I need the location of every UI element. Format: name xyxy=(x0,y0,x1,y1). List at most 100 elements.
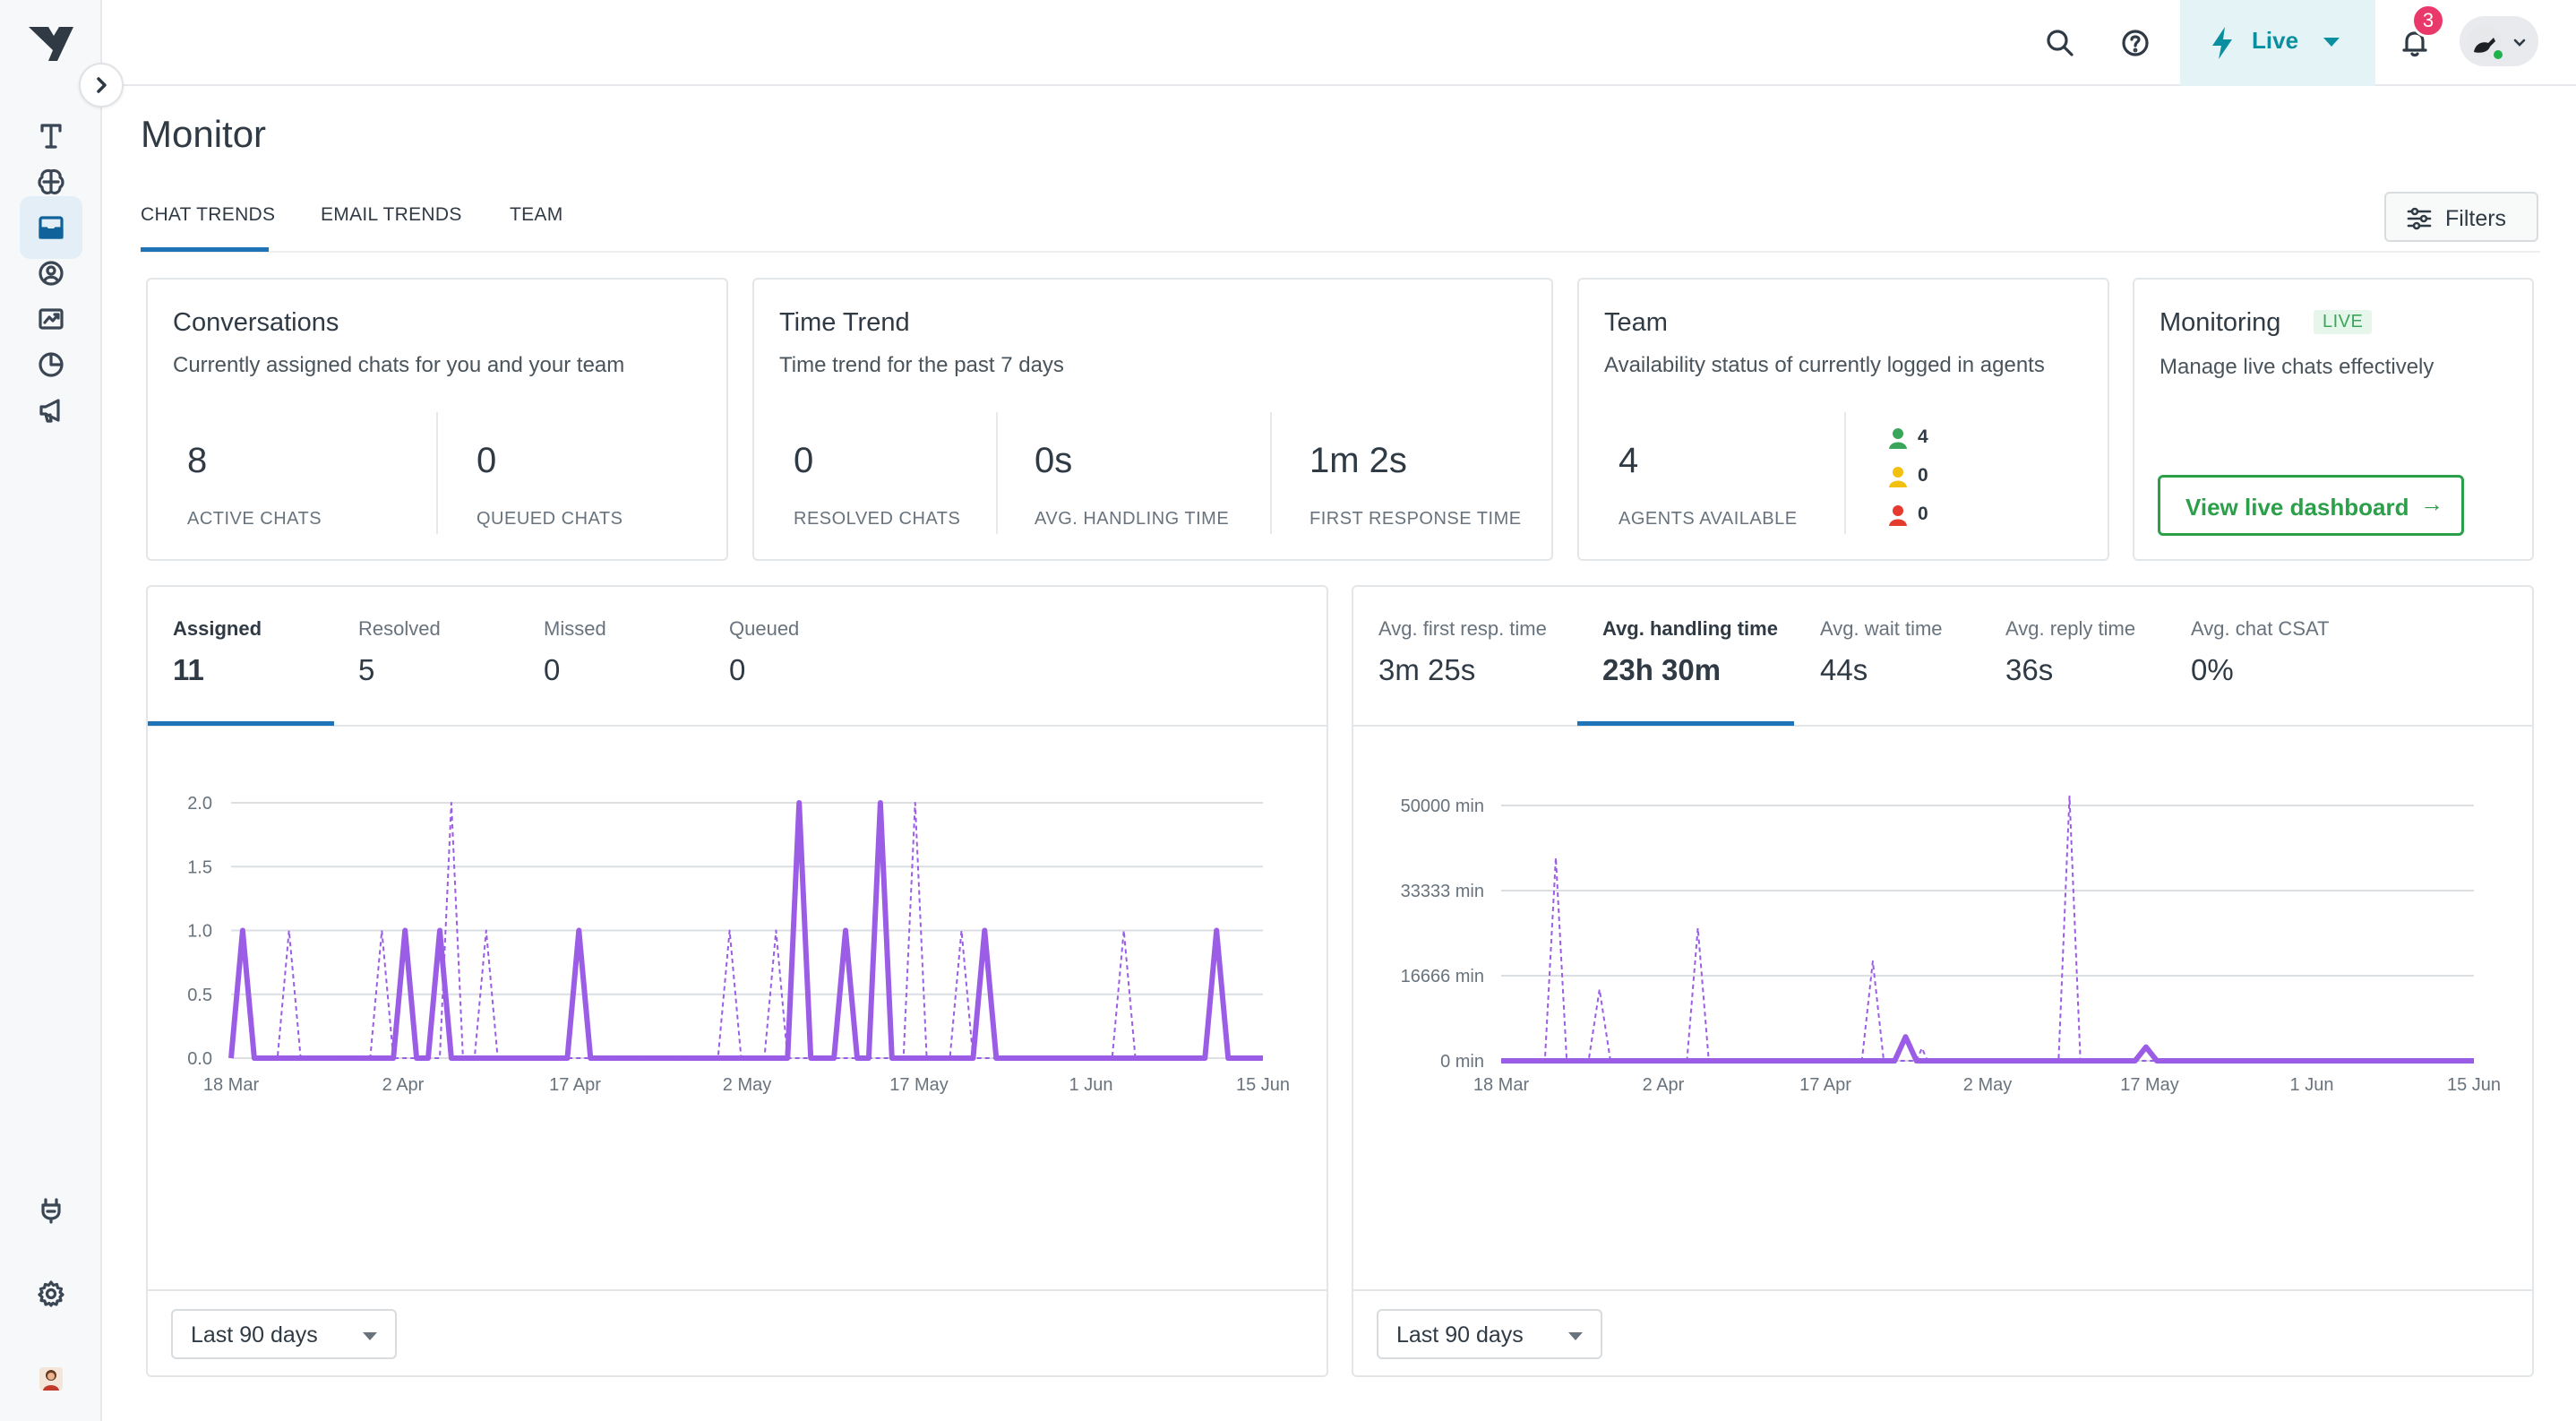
tab-value: 3m 25s xyxy=(1378,653,1476,686)
x-tick-label: 17 Apr xyxy=(549,1075,601,1095)
tab-label: Avg. wait time xyxy=(1820,617,1943,640)
nav-profile[interactable] xyxy=(20,1348,82,1410)
x-tick-label: 1 Jun xyxy=(1069,1075,1113,1095)
avg-handling-time-label: AVG. HANDLING TIME xyxy=(1035,509,1230,529)
nav-ai-agents[interactable] xyxy=(20,151,82,213)
x-tick-label: 1 Jun xyxy=(2290,1075,2334,1095)
caret-down-icon xyxy=(2323,38,2340,47)
card-subtitle: Currently assigned chats for you and you… xyxy=(173,353,625,377)
zendesk-logo[interactable] xyxy=(27,23,75,65)
comparison-series-line xyxy=(1501,795,2474,1062)
metric-divider xyxy=(436,412,438,534)
tabs-divider xyxy=(141,251,2540,253)
tab-value: 23h 30m xyxy=(1602,653,1722,686)
tab-value: 5 xyxy=(358,653,375,686)
view-live-dashboard-button[interactable]: View live dashboard → xyxy=(2158,475,2464,536)
chevron-down-icon xyxy=(2513,39,2526,47)
live-status-dropdown[interactable]: Live xyxy=(2180,0,2375,86)
x-tick-label: 17 Apr xyxy=(1799,1075,1851,1095)
arrow-right-icon: → xyxy=(2420,490,2443,517)
current-series-line xyxy=(228,800,1263,1061)
tab-team[interactable]: TEAM xyxy=(510,204,563,225)
nav-inbox[interactable] xyxy=(20,196,82,259)
tab-email-trends[interactable]: EMAIL TRENDS xyxy=(321,204,462,225)
filters-label: Filters xyxy=(2445,206,2507,231)
online-status-dot xyxy=(2492,48,2504,61)
user-avatar-icon xyxy=(39,1367,63,1391)
help-button[interactable] xyxy=(2114,22,2157,65)
agents-offline-count: 0 xyxy=(1918,504,1928,524)
card-subtitle: Manage live chats effectively xyxy=(2160,355,2434,379)
tab-value: 36s xyxy=(2005,653,2054,686)
search-button[interactable] xyxy=(2039,22,2082,65)
x-tick-label: 15 Jun xyxy=(2447,1075,2501,1095)
nav-integrations[interactable] xyxy=(20,1179,82,1242)
top-bar xyxy=(102,0,2576,86)
monitoring-card: Monitoring LIVE Manage live chats effect… xyxy=(2133,278,2534,561)
y-tick-label: 50000 min xyxy=(1401,797,1484,816)
x-tick-label: 17 May xyxy=(889,1075,949,1095)
active-tab-indicator xyxy=(148,721,334,726)
gear-icon xyxy=(38,1280,64,1307)
filters-button[interactable]: Filters xyxy=(2384,192,2538,242)
tab-value: 0 xyxy=(544,653,561,686)
caret-down-icon xyxy=(363,1332,377,1340)
panel-footer-divider xyxy=(148,1289,1327,1291)
card-title: Conversations xyxy=(173,308,339,337)
sliders-icon xyxy=(2407,207,2432,230)
x-tick-label: 2 May xyxy=(723,1075,771,1095)
user-menu-button[interactable] xyxy=(2460,16,2538,66)
tab-label: Missed xyxy=(544,617,606,640)
assigned-chats-chart: 0.0 0.5 1.0 1.5 2.0 18 Mar 2 Apr 17 Apr 2 May 17 … xyxy=(187,794,1290,1095)
y-tick-label: 0 min xyxy=(1440,1052,1484,1072)
agent-offline-icon xyxy=(1889,505,1907,526)
nav-analytics[interactable] xyxy=(20,333,82,396)
sidebar xyxy=(0,0,102,1421)
tab-value: 0% xyxy=(2191,653,2234,686)
card-subtitle: Time trend for the past 7 days xyxy=(779,353,1064,377)
date-range-select[interactable]: Last 90 days xyxy=(1377,1309,1602,1359)
nav-reports[interactable] xyxy=(20,288,82,350)
x-tick-label: 18 Mar xyxy=(1473,1075,1530,1095)
page-title: Monitor xyxy=(141,113,267,155)
chevron-right-icon xyxy=(97,77,107,93)
date-range-value: Last 90 days xyxy=(1396,1322,1524,1348)
resolved-chats-label: RESOLVED CHATS xyxy=(794,509,961,529)
panel-tabs-divider xyxy=(148,725,1327,727)
metric-divider xyxy=(996,412,998,534)
tab-chat-trends[interactable]: CHAT TRENDS xyxy=(141,204,276,225)
inbox-icon xyxy=(39,216,64,239)
nav-contacts[interactable] xyxy=(20,242,82,305)
tab-label: Queued xyxy=(729,617,800,640)
panel-footer-divider xyxy=(1353,1289,2532,1291)
nav-settings[interactable] xyxy=(20,1262,82,1325)
first-response-time-label: FIRST RESPONSE TIME xyxy=(1309,509,1522,529)
card-subtitle: Availability status of currently logged … xyxy=(1604,353,2045,377)
y-tick-label: 16666 min xyxy=(1401,967,1484,986)
notifications-button[interactable] xyxy=(2393,22,2436,65)
x-tick-label: 2 Apr xyxy=(382,1075,425,1095)
tab-label: Avg. handling time xyxy=(1602,617,1778,640)
panel-tabs-divider xyxy=(1353,725,2532,727)
help-circle-icon xyxy=(2122,30,2149,56)
first-response-time-value: 1m 2s xyxy=(1309,441,1407,480)
sidebar-expand-button[interactable] xyxy=(79,63,124,108)
card-title: Time Trend xyxy=(779,308,910,337)
agents-available-label: AGENTS AVAILABLE xyxy=(1619,509,1798,529)
search-icon xyxy=(2047,30,2074,56)
chat-volume-panel: Assigned 11 Resolved 5 Missed 0 Queued 0… xyxy=(146,585,1328,1377)
plug-icon xyxy=(41,1198,61,1224)
nav-campaigns[interactable] xyxy=(20,379,82,442)
lightning-bolt-icon xyxy=(2212,27,2232,59)
handling-time-chart: 0 min 16666 min 33333 min 50000 min 18 Mar 2 … xyxy=(1401,795,2501,1095)
x-tick-label: 2 Apr xyxy=(1643,1075,1685,1095)
tab-label: Assigned xyxy=(173,617,262,640)
queued-chats-value: 0 xyxy=(477,441,497,480)
text-format-icon xyxy=(40,124,62,149)
agent-online-icon xyxy=(1889,428,1907,449)
y-tick-label: 2.0 xyxy=(187,794,212,814)
queued-chats-label: QUEUED CHATS xyxy=(477,509,623,529)
nav-knowledge[interactable] xyxy=(20,105,82,168)
date-range-select[interactable]: Last 90 days xyxy=(171,1309,397,1359)
live-tag: LIVE xyxy=(2314,310,2373,334)
